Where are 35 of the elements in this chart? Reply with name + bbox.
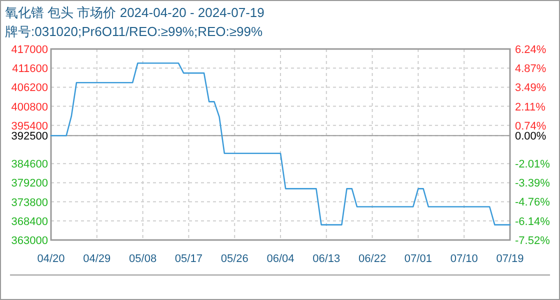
- ytick: 363000: [11, 235, 48, 247]
- y2tick: 0.74%: [515, 120, 546, 132]
- xtick: 05/08: [129, 253, 157, 265]
- xtick: 05/26: [220, 253, 248, 265]
- ytick: 406200: [11, 82, 48, 94]
- xtick: 07/10: [450, 253, 478, 265]
- ytick: 400800: [11, 101, 48, 114]
- xtick: 06/04: [266, 253, 294, 265]
- ytick: 417000: [11, 44, 48, 56]
- y2tick: 2.11%: [515, 101, 546, 114]
- xtick: 04/20: [37, 253, 65, 265]
- y2tick: -6.14%: [515, 216, 550, 228]
- y2tick: 3.49%: [515, 82, 546, 94]
- y2tick: 0.00%: [515, 130, 546, 143]
- xtick: 06/13: [312, 253, 340, 265]
- ytick: 384600: [11, 158, 48, 171]
- ytick: 368400: [11, 216, 48, 228]
- xtick: 07/01: [404, 253, 432, 265]
- ytick: 379200: [11, 178, 48, 190]
- y2tick: -2.01%: [515, 158, 550, 171]
- ytick: 395400: [11, 120, 48, 132]
- xtick: 04/29: [83, 253, 111, 265]
- ytick: 373800: [11, 196, 48, 209]
- xtick: 06/22: [358, 253, 386, 265]
- subtitle: 牌号:031020;Pr6O11/REO:≥99%;REO:≥99%: [5, 24, 263, 39]
- y2tick: 4.87%: [515, 63, 546, 76]
- y2tick: -3.39%: [515, 178, 550, 190]
- xtick: 07/19: [496, 253, 524, 265]
- y2tick: 6.24%: [515, 44, 546, 56]
- title: 氧化镨 包头 市场价 2024-04-20 - 2024-07-19: [5, 5, 264, 20]
- y2tick: -7.52%: [515, 235, 550, 247]
- ytick: 411600: [12, 63, 48, 76]
- y2tick: -4.76%: [515, 196, 550, 209]
- ytick: 392500: [11, 130, 48, 143]
- xtick: 05/17: [174, 253, 202, 265]
